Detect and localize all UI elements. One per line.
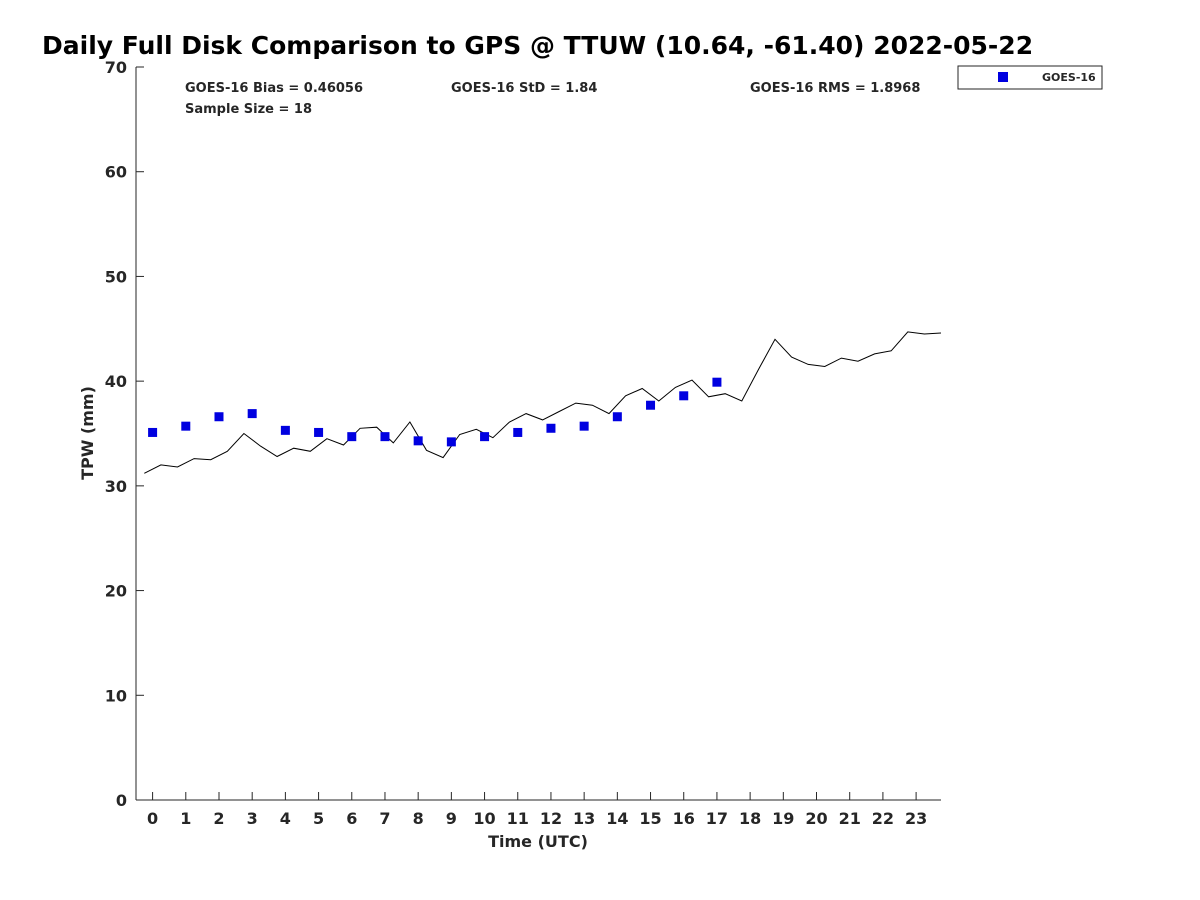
x-tick-label: 8 [413,809,424,828]
y-axis-label: TPW (mm) [78,386,97,480]
x-tick-label: 17 [706,809,728,828]
goes-16-series [148,377,722,447]
x-tick-label: 22 [872,809,894,828]
goes-16-point [646,400,656,410]
goes-16-point [712,377,722,387]
x-tick-label: 2 [213,809,224,828]
x-tick-label: 5 [313,809,324,828]
goes-16-point [579,421,589,431]
y-tick-label: 10 [105,686,127,705]
x-tick-label: 21 [839,809,861,828]
y-tick-label: 40 [105,372,127,391]
goes-16-point [446,437,456,447]
goes-16-point [546,423,556,433]
x-tick-label: 6 [346,809,357,828]
x-tick-label: 11 [507,809,529,828]
goes-16-point [679,391,689,401]
goes-16-point [480,432,490,442]
x-tick-label: 20 [805,809,827,828]
goes-16-point [214,412,224,422]
legend: GOES-16 [957,65,1103,90]
goes-16-point [148,427,158,437]
legend-box [957,65,1103,90]
x-tick-label: 0 [147,809,158,828]
goes-16-point [347,432,357,442]
goes-16-point [280,425,290,435]
y-tick-label: 50 [105,267,127,286]
goes-16-point [612,412,622,422]
x-tick-label: 19 [772,809,794,828]
x-tick-label: 7 [379,809,390,828]
x-tick-label: 12 [540,809,562,828]
x-tick-label: 18 [739,809,761,828]
x-tick-label: 23 [905,809,927,828]
x-tick-label: 14 [606,809,628,828]
goes-16-point [513,427,523,437]
x-tick-label: 3 [247,809,258,828]
stat-std: GOES-16 StD = 1.84 [451,81,597,96]
goes-16-point [181,421,191,431]
goes-16-point [380,432,390,442]
x-tick-label: 9 [446,809,457,828]
legend-label-goes-16: GOES-16 [1042,71,1096,84]
legend-marker-goes-16 [998,72,1008,82]
y-tick-label: 70 [105,58,127,77]
goes-16-point [413,436,423,446]
x-tick-label: 13 [573,809,595,828]
stat-rms: GOES-16 RMS = 1.8968 [750,81,920,96]
x-tick-label: 16 [673,809,695,828]
x-tick-label: 1 [180,809,191,828]
y-tick-label: 30 [105,477,127,496]
stat-bias: GOES-16 Bias = 0.46056 [185,81,363,96]
x-tick-label: 15 [639,809,661,828]
stat-sample-size: Sample Size = 18 [185,102,312,117]
gps-series [144,331,942,474]
goes-16-point [247,409,257,419]
gps-line [144,331,942,474]
y-tick-label: 20 [105,582,127,601]
y-tick-label: 60 [105,163,127,182]
x-axis-label: Time (UTC) [488,832,588,851]
x-tick-label: 4 [280,809,291,828]
chart-title: Daily Full Disk Comparison to GPS @ TTUW… [42,31,1033,60]
x-tick-label: 10 [473,809,495,828]
y-tick-label: 0 [116,791,127,810]
goes-16-point [314,427,324,437]
